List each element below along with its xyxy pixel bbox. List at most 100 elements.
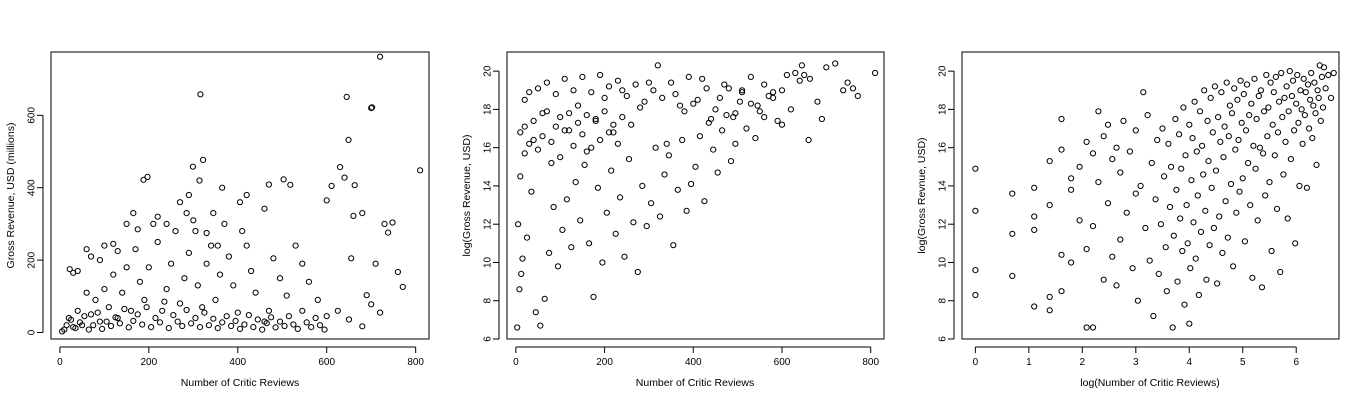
data-point: [92, 296, 99, 303]
data-point: [103, 318, 110, 325]
data-point: [574, 119, 582, 126]
data-point: [201, 309, 208, 316]
data-point: [1257, 87, 1265, 94]
data-point: [159, 307, 166, 314]
data-point: [210, 315, 217, 322]
x-tick-label: 200: [596, 357, 613, 368]
data-point: [818, 115, 826, 123]
data-point: [683, 207, 690, 214]
data-point: [1197, 228, 1205, 235]
data-point: [761, 81, 768, 88]
data-point: [614, 77, 622, 84]
data-point: [730, 114, 737, 121]
y-tick-label: 200: [27, 251, 38, 268]
data-point: [1095, 179, 1102, 186]
data-point: [1238, 119, 1245, 126]
data-point: [721, 81, 728, 88]
data-point: [101, 242, 108, 249]
x-tick-label: 0: [57, 357, 63, 368]
data-point: [972, 165, 979, 172]
data-point: [1117, 169, 1124, 176]
data-point: [681, 108, 688, 115]
data-point: [1298, 106, 1305, 113]
data-point: [259, 326, 266, 333]
data-point: [1109, 253, 1116, 260]
data-point: [241, 321, 248, 328]
x-tick-label: 6: [1293, 357, 1299, 368]
data-point: [1206, 242, 1213, 249]
data-point: [690, 100, 697, 107]
data-point: [359, 323, 366, 330]
data-point: [196, 324, 204, 331]
data-point: [530, 117, 537, 125]
data-point: [1317, 117, 1324, 125]
data-point: [389, 219, 396, 226]
data-point: [1235, 136, 1242, 144]
data-point: [705, 119, 712, 126]
data-point: [1129, 265, 1136, 272]
data-point: [1325, 71, 1332, 79]
data-point: [1184, 240, 1191, 247]
data-point: [570, 87, 577, 94]
data-point: [1148, 159, 1155, 167]
data-point: [521, 150, 528, 157]
data-point: [1104, 121, 1112, 128]
data-point: [76, 319, 84, 326]
data-point: [639, 182, 646, 189]
data-point: [94, 309, 101, 316]
data-point: [90, 322, 97, 329]
data-point: [696, 133, 704, 140]
data-point: [1276, 98, 1283, 105]
x-tick-label: 600: [318, 357, 335, 368]
data-point: [739, 87, 746, 94]
data-point: [1076, 217, 1083, 224]
data-point: [614, 140, 622, 147]
data-point: [281, 322, 288, 330]
data-point: [190, 217, 197, 224]
data-point: [232, 317, 239, 324]
data-point: [1226, 102, 1234, 109]
data-point: [81, 313, 88, 320]
data-point: [348, 255, 355, 262]
data-point: [265, 181, 272, 188]
data-point: [1137, 182, 1144, 189]
data-point: [747, 100, 755, 107]
data-point: [583, 112, 590, 119]
y-axis-label: log(Gross Revenue, USD): [461, 135, 473, 257]
data-point: [192, 314, 199, 322]
data-point: [368, 105, 375, 112]
data-point: [252, 289, 259, 296]
y-axis-label: log(Gross Revnue, USD): [916, 137, 928, 253]
data-point: [588, 89, 595, 96]
data-point: [183, 306, 190, 314]
data-point: [1273, 205, 1281, 212]
data-point: [1204, 117, 1211, 125]
data-point: [236, 199, 244, 206]
data-point: [1100, 133, 1107, 140]
data-point: [377, 53, 384, 60]
data-point: [1243, 81, 1251, 88]
data-point: [1176, 131, 1183, 138]
x-tick-label: 5: [1240, 357, 1246, 368]
data-point: [285, 313, 292, 320]
data-point: [716, 94, 724, 102]
data-point: [1293, 100, 1300, 107]
data-point: [823, 64, 830, 71]
data-point: [292, 242, 299, 249]
data-point: [263, 320, 270, 327]
data-point: [305, 278, 312, 285]
data-point: [1031, 184, 1038, 191]
data-point: [557, 114, 564, 121]
data-point: [632, 81, 639, 88]
data-point: [323, 313, 330, 320]
data-point: [601, 94, 608, 102]
data-point: [156, 319, 164, 326]
data-point: [1058, 146, 1065, 153]
data-point: [605, 129, 613, 136]
x-tick-label: 800: [862, 357, 879, 368]
data-point: [270, 255, 277, 262]
y-tick-label: 16: [938, 142, 949, 154]
data-point: [736, 98, 744, 105]
data-point: [608, 167, 615, 174]
data-point: [219, 319, 226, 326]
